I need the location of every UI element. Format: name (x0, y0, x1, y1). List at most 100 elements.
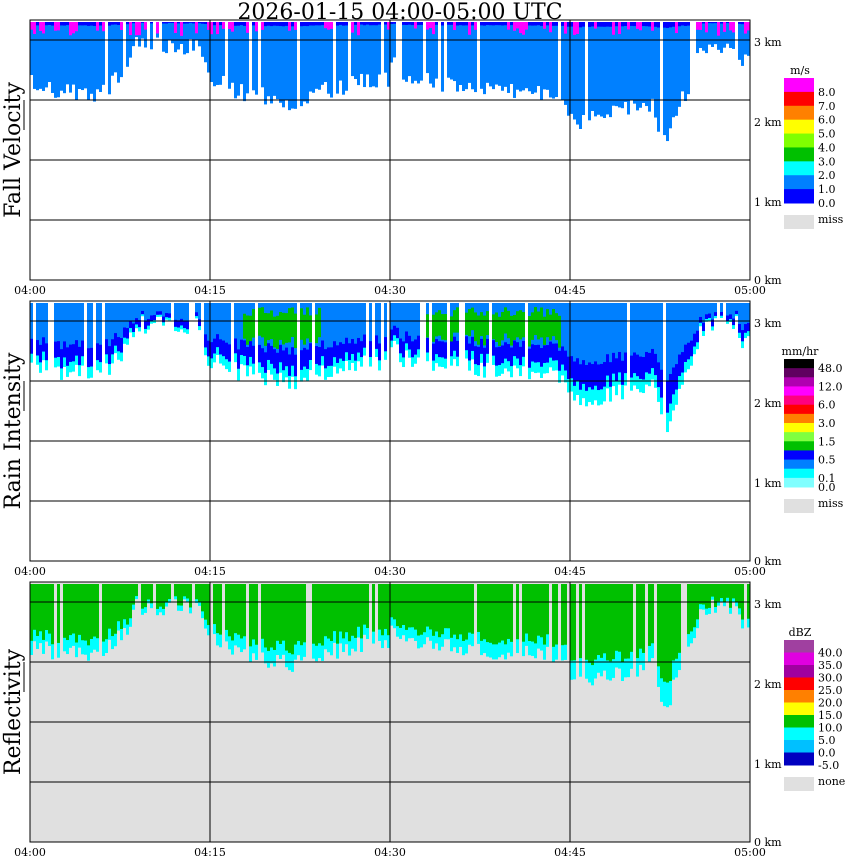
legend-swatch (784, 740, 814, 753)
echo-cell (156, 303, 159, 312)
echo-cell (327, 303, 330, 348)
echo-cell (549, 22, 552, 98)
echo-core (540, 307, 543, 338)
echo-cell (276, 22, 279, 100)
echo-cell (573, 584, 576, 661)
echo-cell (573, 303, 576, 362)
echo-cell (141, 22, 144, 39)
echo-top (543, 22, 546, 29)
echo-cell (57, 22, 60, 98)
echo-cell (420, 22, 423, 81)
echo-core (435, 312, 438, 337)
echo-core (483, 315, 486, 346)
color-legend: dBZ 40.035.030.025.020.015.010.05.00.0-5.… (784, 626, 845, 791)
echo-cell (51, 22, 54, 93)
echo-cell (441, 22, 444, 92)
echo-cell (375, 22, 378, 26)
echo-core (531, 312, 534, 340)
echo-core (285, 592, 288, 627)
echo-cell (159, 584, 162, 607)
echo-cell (639, 303, 642, 357)
echo-cell (288, 22, 291, 111)
echo-core (447, 594, 450, 617)
echo-cell (198, 303, 201, 320)
echo-core (474, 312, 477, 342)
echo-cell (342, 584, 345, 639)
echo-cell (561, 22, 564, 26)
legend-label: 6.0 (818, 114, 836, 127)
echo-cell (705, 22, 708, 54)
echo-cell (717, 22, 720, 50)
echo-cell (213, 22, 216, 26)
echo-cell (147, 303, 150, 319)
echo-cell (390, 303, 393, 330)
echo-cell (357, 584, 360, 627)
echo-cell (309, 22, 312, 92)
echo-cell (180, 303, 183, 319)
echo-top (522, 22, 525, 35)
legend-label: 0.0 (818, 481, 836, 494)
echo-cell (204, 22, 207, 63)
echo-top (627, 22, 630, 30)
echo-cell (687, 22, 690, 26)
echo-cell (216, 584, 219, 634)
echo-cell (747, 584, 750, 619)
echo-core (537, 311, 540, 340)
legend-label: 20.0 (818, 697, 843, 710)
echo-core (558, 315, 561, 348)
echo-cell (351, 22, 354, 77)
height-tick-label: 1 km (754, 196, 782, 209)
echo-top (324, 22, 327, 29)
legend-label: 30.0 (818, 672, 843, 685)
echo-cell (471, 22, 474, 26)
echo-top (723, 22, 726, 32)
echo-cell (675, 303, 678, 365)
echo-cell (237, 22, 240, 96)
echo-cell (306, 22, 309, 104)
echo-core (264, 596, 267, 629)
echo-cell (198, 584, 201, 602)
height-tick-label: 3 km (754, 598, 782, 611)
legend-swatch (784, 368, 814, 378)
echo-cell (285, 22, 288, 26)
echo-cell (483, 22, 486, 95)
echo-cell (726, 584, 729, 598)
echo-cell (531, 22, 534, 94)
echo-cell (579, 22, 582, 130)
echo-cell (42, 584, 45, 640)
echo-cell (381, 584, 384, 636)
legend-label: 5.0 (818, 734, 836, 747)
echo-cell (75, 22, 78, 101)
echo-cell (570, 22, 573, 114)
time-tick-label: 04:30 (374, 284, 406, 297)
echo-cell (264, 22, 267, 27)
legend-swatch (784, 413, 814, 424)
echo-core (525, 588, 528, 613)
legend-label: 0.1 (818, 472, 836, 485)
legend-label: 0.0 (818, 197, 836, 210)
legend-swatch (784, 715, 814, 728)
panel-1: 04:00 04:15 04:30 04:45 05:00 3 km 2 km 1 km 0 k… (1, 19, 844, 297)
echo-core (276, 315, 279, 349)
echo-cell (39, 22, 42, 89)
echo-cell (648, 303, 651, 353)
echo-cell (735, 303, 738, 311)
echo-core (318, 307, 321, 338)
echo-core (279, 590, 282, 621)
echo-top (246, 22, 249, 33)
legend-swatch (784, 652, 814, 666)
echo-cell (597, 22, 600, 115)
echo-cell (615, 584, 618, 651)
legend-swatch (784, 665, 814, 678)
echo-cell (81, 584, 84, 641)
echo-cell (702, 303, 705, 323)
echo-core (303, 596, 306, 626)
time-tick-label: 05:00 (734, 846, 766, 859)
echo-cell (495, 22, 498, 26)
echo-cell (480, 22, 483, 89)
echo-top (174, 22, 177, 33)
echo-cell (126, 22, 129, 67)
echo-cell (720, 584, 723, 599)
echo-cell (516, 22, 519, 90)
legend-label: 40.0 (818, 647, 843, 660)
